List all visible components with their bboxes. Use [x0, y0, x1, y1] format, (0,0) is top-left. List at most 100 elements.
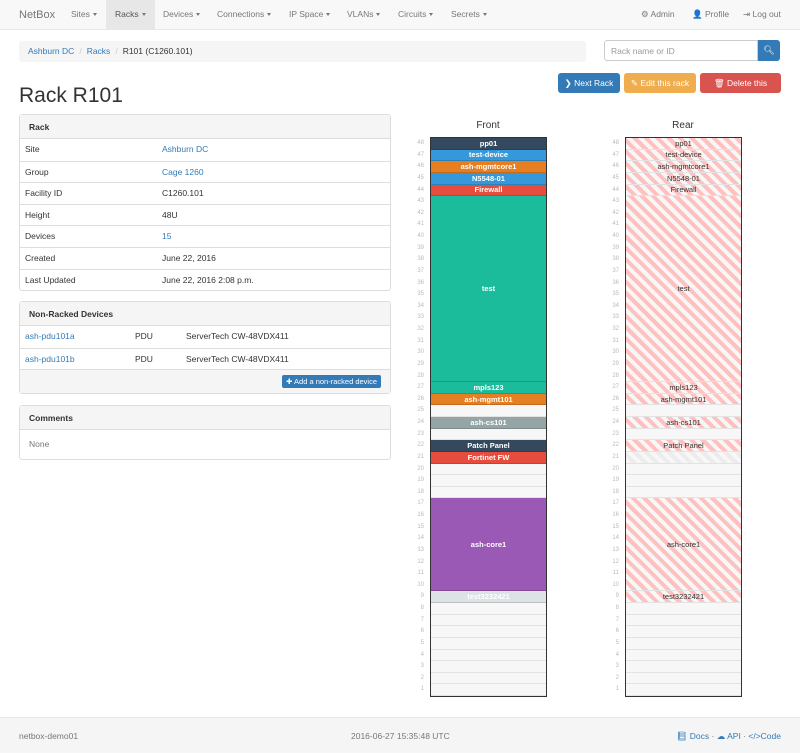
breadcrumb-racks[interactable]: Racks — [86, 46, 111, 56]
add-non-racked-device-button[interactable]: ✚ Add a non-racked device — [282, 375, 381, 389]
rack-device-front[interactable]: test3232421 — [431, 591, 546, 603]
nav-ip-space[interactable]: IP Space — [280, 0, 339, 29]
rack-device-rear[interactable]: Firewall — [626, 184, 741, 197]
empty-unit[interactable] — [431, 615, 546, 627]
rack-search-input[interactable] — [604, 40, 758, 61]
rack-device-rear[interactable]: ash-core1 — [626, 498, 741, 592]
caret-down-icon — [326, 13, 331, 17]
empty-unit[interactable] — [626, 405, 741, 417]
rack-device-front[interactable]: pp01 — [431, 138, 546, 150]
nav-vlans[interactable]: VLANs — [338, 0, 389, 29]
attr-label: Devices — [25, 231, 56, 242]
empty-unit[interactable] — [626, 650, 741, 662]
empty-unit[interactable] — [626, 615, 741, 627]
rack-device-rear[interactable]: mpls123 — [626, 382, 741, 394]
rack-device-front[interactable]: Fortinet FW — [431, 451, 546, 464]
rack-device-front[interactable]: N5548-01 — [431, 172, 546, 185]
empty-unit[interactable] — [626, 684, 741, 696]
empty-unit[interactable] — [626, 603, 741, 615]
unit-number: 6 — [420, 628, 424, 635]
empty-unit[interactable] — [431, 650, 546, 662]
empty-unit[interactable] — [431, 626, 546, 638]
empty-unit[interactable] — [431, 673, 546, 685]
next-rack-button[interactable]: ❯ Next Rack — [558, 73, 620, 93]
rack-device-front[interactable]: Patch Panel — [431, 440, 546, 452]
rack-device-front[interactable]: ash-mgmtcore1 — [431, 161, 546, 173]
nav-secrets[interactable]: Secrets — [442, 0, 496, 29]
device-link[interactable]: ash-pdu101a — [25, 331, 75, 341]
cloud-icon: ☁ — [716, 731, 726, 741]
device-link[interactable]: ash-pdu101b — [25, 353, 75, 364]
rack-device-front[interactable]: ash-mgmt101 — [431, 393, 546, 406]
chevron-right-icon: ❯ — [564, 78, 572, 88]
empty-unit[interactable] — [431, 684, 546, 696]
nav-racks[interactable]: Racks — [106, 0, 155, 29]
empty-unit[interactable] — [626, 487, 741, 499]
empty-unit[interactable] — [431, 405, 546, 417]
delete-rack-button[interactable]: 🗑︎ Delete this rack — [700, 73, 781, 108]
unit-number: 17 — [612, 500, 619, 507]
unit-number: 3 — [615, 663, 619, 670]
rack-device-rear[interactable]: ash-mgmtcore1 — [626, 161, 741, 173]
empty-unit[interactable] — [431, 661, 546, 673]
attr-link[interactable]: Cage 1260 — [162, 166, 204, 177]
rear-label: Rear — [672, 120, 694, 131]
unit-number: 6 — [615, 628, 619, 635]
unit-number: 45 — [612, 174, 619, 181]
code-link[interactable]: </>Code — [748, 731, 781, 741]
api-link[interactable]: ☁ API — [716, 731, 741, 741]
attr-label: Facility ID — [25, 188, 63, 199]
empty-unit[interactable] — [626, 673, 741, 685]
rack-device-rear[interactable]: ash-mgmt101 — [626, 393, 741, 406]
nav-profile[interactable]: 👤 Profile — [692, 9, 730, 19]
edit-rack-button[interactable]: ✎ Edit this rack — [624, 73, 696, 93]
nav-circuits[interactable]: Circuits — [389, 0, 442, 29]
empty-unit[interactable] — [626, 626, 741, 638]
search-button[interactable]: 🔍︎ — [758, 40, 780, 61]
empty-unit[interactable] — [626, 429, 741, 441]
rack-device-front[interactable]: Firewall — [431, 184, 546, 197]
front-label: Front — [476, 120, 500, 131]
brand-logo[interactable]: NetBox — [19, 9, 56, 21]
rack-device-rear[interactable] — [626, 451, 741, 464]
rack-device-front[interactable]: test-device — [431, 149, 546, 162]
rack-device-rear[interactable]: Patch Panel — [626, 440, 741, 452]
empty-unit[interactable] — [431, 638, 546, 650]
rack-device-front[interactable]: ash-core1 — [431, 498, 546, 592]
nav-admin[interactable]: ⚙ Admin — [641, 9, 675, 19]
unit-number: 5 — [615, 639, 619, 646]
empty-unit[interactable] — [431, 464, 546, 476]
docs-link[interactable]: 📘︎ Docs — [676, 731, 710, 741]
nav-sites[interactable]: Sites — [62, 0, 106, 29]
rack-attr-row: Facility ID C1260.101 — [20, 182, 390, 204]
rack-device-rear[interactable]: test — [626, 196, 741, 383]
rack-device-rear[interactable]: test-device — [626, 149, 741, 162]
empty-unit[interactable] — [626, 661, 741, 673]
empty-unit[interactable] — [431, 603, 546, 615]
attr-link[interactable]: Ashburn DC — [162, 144, 209, 154]
attr-label: Created — [25, 252, 56, 263]
empty-unit[interactable] — [626, 638, 741, 650]
rack-device-rear[interactable]: pp01 — [626, 138, 741, 150]
unit-number: 23 — [417, 430, 424, 437]
rack-device-rear[interactable]: N5548-01 — [626, 172, 741, 185]
empty-unit[interactable] — [431, 429, 546, 441]
nav-logout[interactable]: ⇥ Log out — [743, 9, 781, 19]
rack-device-front[interactable]: ash-cs101 — [431, 417, 546, 429]
attr-link[interactable]: 15 — [162, 231, 172, 242]
gear-icon: ⚙ — [641, 9, 649, 19]
nav-devices[interactable]: Devices — [154, 0, 209, 29]
rack-device-rear[interactable]: test3232421 — [626, 591, 741, 603]
empty-unit[interactable] — [431, 487, 546, 499]
empty-unit[interactable] — [431, 475, 546, 487]
unit-number: 20 — [417, 465, 424, 472]
unit-number: 31 — [417, 337, 424, 344]
breadcrumb-site[interactable]: Ashburn DC — [28, 46, 75, 56]
rack-device-rear[interactable]: ash-cs101 — [626, 417, 741, 429]
empty-unit[interactable] — [626, 464, 741, 476]
unit-number: 11 — [612, 570, 619, 577]
nav-connections[interactable]: Connections — [208, 0, 280, 29]
rack-device-front[interactable]: mpls123 — [431, 382, 546, 394]
rack-device-front[interactable]: test — [431, 196, 546, 383]
empty-unit[interactable] — [626, 475, 741, 487]
